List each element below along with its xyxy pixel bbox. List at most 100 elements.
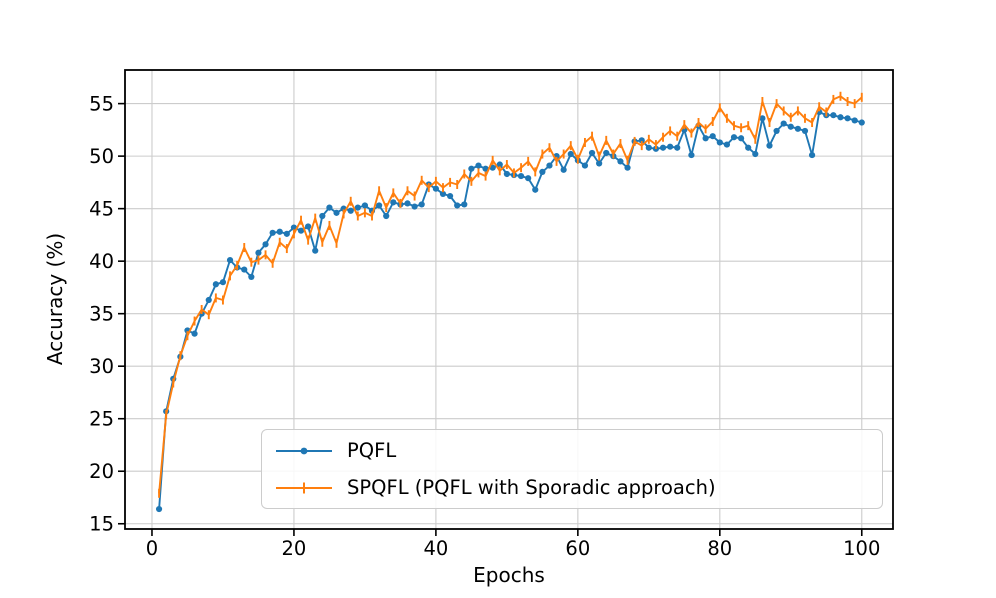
- data-point: [638, 137, 645, 144]
- y-axis-label: Accuracy (%): [43, 233, 67, 365]
- data-point: [709, 133, 716, 140]
- data-point: [624, 164, 631, 171]
- data-point: [745, 144, 752, 151]
- data-point: [716, 139, 723, 146]
- data-point: [808, 151, 816, 159]
- data-point: [496, 161, 503, 168]
- data-point: [276, 228, 283, 235]
- data-point: [354, 204, 361, 211]
- data-point: [248, 273, 255, 281]
- data-point: [383, 212, 390, 220]
- data-point: [297, 227, 305, 234]
- data-point: [262, 241, 269, 248]
- plot-border: [124, 69, 894, 530]
- y-tick-label: 45: [89, 198, 114, 221]
- data-point: [532, 186, 539, 193]
- data-point: [503, 170, 510, 178]
- y-tick-label: 50: [89, 145, 114, 168]
- data-point: [191, 330, 198, 337]
- spqfl-line-sample: [276, 482, 332, 493]
- y-tick-label: 20: [89, 460, 114, 483]
- data-point: [432, 185, 439, 192]
- series-line-spqfl: [158, 95, 863, 494]
- data-point: [411, 203, 418, 210]
- data-point: [830, 112, 837, 119]
- data-point: [702, 135, 709, 142]
- data-point: [539, 168, 546, 175]
- legend-label-pqfl: PQFL: [347, 439, 397, 462]
- data-point: [475, 162, 482, 169]
- data-point: [525, 175, 532, 182]
- data-point: [738, 135, 745, 142]
- data-point: [688, 151, 695, 159]
- data-point: [241, 266, 248, 273]
- data-point: [766, 142, 773, 149]
- y-tick-label: 55: [89, 93, 114, 116]
- data-point: [439, 190, 447, 198]
- data-point: [667, 143, 674, 150]
- data-point: [617, 158, 624, 165]
- data-point: [446, 192, 454, 200]
- data-point: [794, 125, 801, 132]
- data-point: [468, 165, 475, 172]
- data-point: [312, 247, 319, 254]
- data-point: [844, 115, 851, 122]
- data-point: [645, 144, 652, 151]
- data-point: [801, 127, 809, 135]
- data-point: [255, 249, 262, 256]
- data-point: [780, 120, 787, 127]
- x-tick-label: 80: [707, 537, 732, 560]
- data-point: [759, 115, 766, 122]
- y-tick-label: 40: [89, 250, 114, 273]
- data-point: [212, 281, 219, 288]
- data-point: [454, 202, 461, 209]
- series-layer: [155, 91, 865, 513]
- data-point: [319, 212, 326, 220]
- data-point: [659, 144, 667, 151]
- data-point: [851, 117, 858, 124]
- data-point: [730, 134, 738, 141]
- x-tick-label: 60: [565, 537, 590, 560]
- data-point: [567, 150, 574, 158]
- y-tick-label: 35: [89, 303, 114, 326]
- x-tick-label: 20: [282, 537, 307, 560]
- data-point: [361, 202, 369, 209]
- data-point: [674, 144, 681, 151]
- data-point: [226, 257, 234, 264]
- y-tick-label: 30: [89, 355, 114, 378]
- data-point: [326, 204, 333, 211]
- legend-label-spqfl: SPQFL (PQFL with Sporadic approach): [347, 476, 716, 499]
- data-point: [546, 162, 553, 169]
- legend: PQFL SPQFL (PQFL with Sporadic approach): [261, 429, 883, 509]
- x-tick-label: 0: [146, 537, 158, 560]
- data-point: [603, 149, 610, 157]
- x-axis-label: Epochs: [473, 563, 545, 587]
- data-point: [787, 123, 794, 130]
- data-point: [219, 279, 227, 286]
- data-point: [482, 165, 489, 172]
- data-point: [347, 207, 354, 214]
- data-point: [752, 150, 759, 158]
- pqfl-line-sample: [276, 447, 332, 454]
- data-point: [560, 166, 567, 173]
- data-point: [376, 202, 383, 209]
- legend-row-pqfl: PQFL: [274, 436, 882, 466]
- data-point: [723, 141, 731, 148]
- data-point: [418, 201, 425, 208]
- axes-layer: [118, 69, 894, 536]
- data-point: [837, 114, 844, 121]
- data-point: [773, 127, 780, 135]
- y-tick-label: 25: [89, 408, 114, 431]
- data-point: [283, 230, 290, 237]
- data-point: [596, 160, 603, 167]
- data-point: [269, 229, 276, 236]
- data-point: [305, 223, 312, 230]
- data-point: [588, 149, 596, 157]
- tick-labels: 0 20 40 60 80 100 15 20 25 30 35 40 45 50 55: [89, 93, 880, 560]
- data-point: [404, 200, 411, 207]
- x-tick-label: 40: [423, 537, 448, 560]
- data-point: [155, 505, 163, 513]
- data-point: [205, 296, 212, 304]
